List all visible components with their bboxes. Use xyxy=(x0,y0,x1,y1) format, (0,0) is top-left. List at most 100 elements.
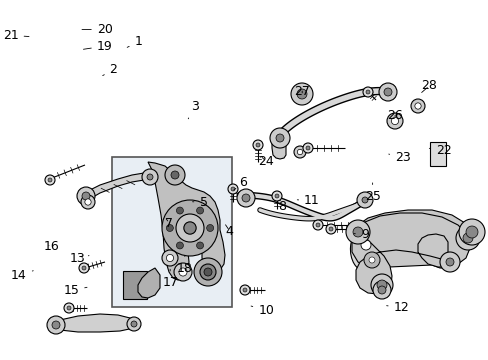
Circle shape xyxy=(79,263,89,273)
Text: 14: 14 xyxy=(11,269,33,282)
Circle shape xyxy=(368,257,374,263)
Circle shape xyxy=(64,303,74,313)
Circle shape xyxy=(206,225,213,231)
Circle shape xyxy=(361,197,367,203)
Circle shape xyxy=(360,240,370,250)
Circle shape xyxy=(455,226,479,250)
Text: 19: 19 xyxy=(83,40,112,53)
Circle shape xyxy=(85,199,91,205)
Circle shape xyxy=(362,87,372,97)
Text: 17: 17 xyxy=(162,269,178,289)
Text: 23: 23 xyxy=(388,151,410,164)
FancyBboxPatch shape xyxy=(112,157,231,307)
Circle shape xyxy=(176,207,183,214)
Circle shape xyxy=(293,146,305,158)
Circle shape xyxy=(312,220,323,230)
Circle shape xyxy=(200,264,216,280)
Circle shape xyxy=(82,266,86,270)
Circle shape xyxy=(48,178,52,182)
Circle shape xyxy=(164,165,184,185)
Circle shape xyxy=(256,143,260,147)
Circle shape xyxy=(386,113,402,129)
Circle shape xyxy=(370,274,392,296)
Text: 21: 21 xyxy=(3,29,29,42)
FancyBboxPatch shape xyxy=(429,142,445,166)
Circle shape xyxy=(176,242,183,249)
Circle shape xyxy=(269,128,289,148)
Circle shape xyxy=(142,169,158,185)
Circle shape xyxy=(174,263,192,281)
Polygon shape xyxy=(271,133,285,159)
Circle shape xyxy=(346,220,369,244)
Circle shape xyxy=(365,90,369,94)
Circle shape xyxy=(410,99,424,113)
Text: 13: 13 xyxy=(70,252,89,265)
Circle shape xyxy=(290,83,312,105)
Text: 2: 2 xyxy=(102,63,117,76)
Circle shape xyxy=(166,225,173,231)
Text: 28: 28 xyxy=(421,79,436,93)
Circle shape xyxy=(77,187,95,205)
Circle shape xyxy=(390,117,398,125)
Circle shape xyxy=(127,317,141,331)
Circle shape xyxy=(275,134,284,142)
Text: 3: 3 xyxy=(188,100,198,119)
Circle shape xyxy=(465,226,477,238)
Circle shape xyxy=(458,219,484,245)
Circle shape xyxy=(352,227,362,237)
Text: 20: 20 xyxy=(82,23,112,36)
Circle shape xyxy=(230,187,235,191)
Circle shape xyxy=(376,280,386,290)
Text: 5: 5 xyxy=(192,196,207,209)
Circle shape xyxy=(296,89,306,99)
Circle shape xyxy=(147,174,153,180)
Text: 12: 12 xyxy=(386,301,408,314)
Circle shape xyxy=(45,175,55,185)
Circle shape xyxy=(315,223,319,227)
Text: 24: 24 xyxy=(258,155,273,168)
Circle shape xyxy=(171,171,179,179)
Circle shape xyxy=(166,255,173,262)
Circle shape xyxy=(240,285,249,295)
Circle shape xyxy=(237,189,254,207)
Polygon shape xyxy=(52,314,136,332)
Circle shape xyxy=(196,207,203,214)
Circle shape xyxy=(372,281,390,299)
Circle shape xyxy=(377,286,385,294)
Circle shape xyxy=(52,321,60,329)
FancyBboxPatch shape xyxy=(123,271,147,299)
Text: 27: 27 xyxy=(294,85,309,98)
Polygon shape xyxy=(82,173,150,200)
Circle shape xyxy=(131,321,137,327)
Circle shape xyxy=(378,83,396,101)
Polygon shape xyxy=(355,213,469,294)
Text: 15: 15 xyxy=(63,284,87,297)
Text: 18: 18 xyxy=(177,256,192,275)
Circle shape xyxy=(363,252,379,268)
Circle shape xyxy=(242,194,249,202)
Circle shape xyxy=(82,192,90,200)
Circle shape xyxy=(462,233,472,243)
Text: 10: 10 xyxy=(250,304,273,317)
Polygon shape xyxy=(148,162,224,280)
Circle shape xyxy=(439,252,459,272)
Circle shape xyxy=(176,214,203,242)
Circle shape xyxy=(356,192,372,208)
Circle shape xyxy=(227,184,238,194)
Circle shape xyxy=(328,227,332,231)
Text: 9: 9 xyxy=(353,228,368,241)
Circle shape xyxy=(303,143,312,153)
Circle shape xyxy=(305,146,309,150)
Circle shape xyxy=(271,191,282,201)
Circle shape xyxy=(274,194,279,198)
Circle shape xyxy=(194,258,222,286)
Circle shape xyxy=(297,149,302,155)
Circle shape xyxy=(445,258,453,266)
Polygon shape xyxy=(351,210,471,268)
Text: 22: 22 xyxy=(428,144,451,157)
Text: 6: 6 xyxy=(233,176,246,190)
Circle shape xyxy=(179,268,187,276)
Circle shape xyxy=(196,242,203,249)
Circle shape xyxy=(414,103,420,109)
Text: 4: 4 xyxy=(225,225,233,238)
